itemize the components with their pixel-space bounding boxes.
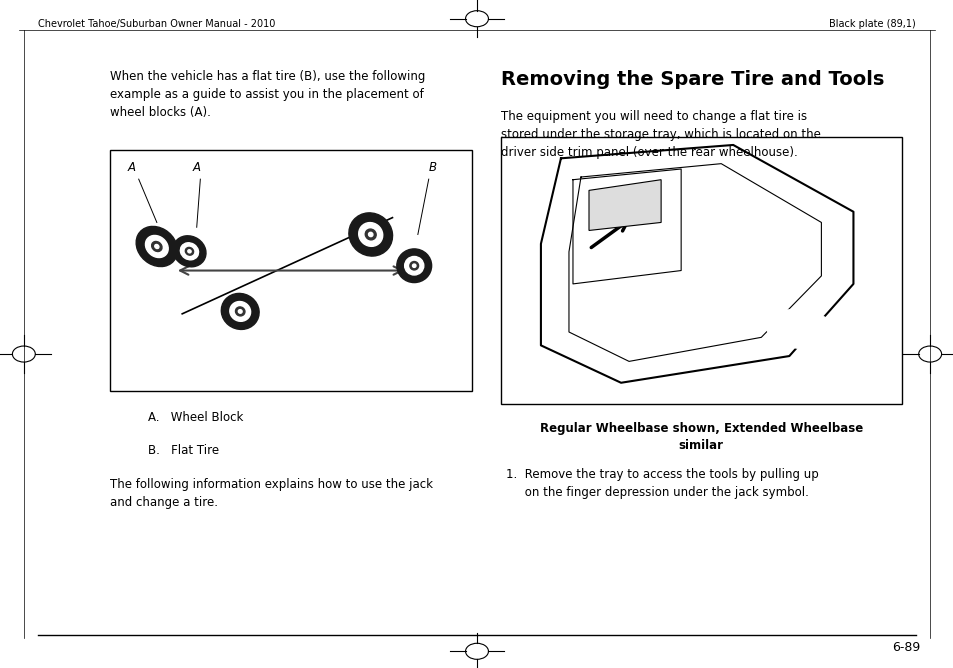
Text: The following information explains how to use the jack
and change a tire.: The following information explains how t…	[110, 478, 433, 508]
Ellipse shape	[707, 253, 789, 299]
Ellipse shape	[136, 226, 177, 267]
Ellipse shape	[154, 244, 159, 248]
Text: A: A	[193, 162, 201, 174]
Ellipse shape	[152, 241, 162, 252]
Ellipse shape	[185, 247, 193, 255]
Ellipse shape	[404, 257, 423, 275]
Ellipse shape	[230, 301, 251, 321]
Text: Black plate (89,1): Black plate (89,1)	[828, 19, 915, 29]
Text: A: A	[128, 162, 135, 174]
Ellipse shape	[694, 245, 803, 307]
Ellipse shape	[172, 236, 206, 267]
Ellipse shape	[776, 315, 825, 343]
Bar	[500, 137, 901, 404]
Ellipse shape	[396, 249, 431, 283]
Bar	[110, 150, 472, 391]
Text: B.   Flat Tire: B. Flat Tire	[148, 444, 219, 457]
Text: 6-89: 6-89	[891, 641, 920, 654]
Ellipse shape	[732, 267, 765, 285]
Text: B: B	[428, 162, 436, 174]
Text: A.   Wheel Block: A. Wheel Block	[148, 411, 243, 424]
Text: Chevrolet Tahoe/Suburban Owner Manual - 2010: Chevrolet Tahoe/Suburban Owner Manual - …	[38, 19, 275, 29]
Ellipse shape	[145, 235, 168, 258]
Ellipse shape	[410, 262, 418, 270]
Text: Removing the Spare Tire and Tools: Removing the Spare Tire and Tools	[500, 70, 883, 89]
Ellipse shape	[349, 213, 392, 256]
Ellipse shape	[221, 293, 259, 329]
Ellipse shape	[721, 261, 776, 291]
Text: Regular Wheelbase shown, Extended Wheelbase
similar: Regular Wheelbase shown, Extended Wheelb…	[539, 422, 862, 452]
Ellipse shape	[765, 309, 836, 349]
Ellipse shape	[365, 229, 375, 240]
Ellipse shape	[368, 232, 373, 236]
Polygon shape	[588, 180, 660, 230]
Ellipse shape	[188, 250, 191, 253]
Text: 1.  Remove the tray to access the tools by pulling up
     on the finger depress: 1. Remove the tray to access the tools b…	[505, 468, 818, 498]
Ellipse shape	[180, 242, 198, 260]
Ellipse shape	[784, 320, 817, 339]
Ellipse shape	[238, 310, 242, 313]
Ellipse shape	[358, 222, 382, 246]
Text: The equipment you will need to change a flat tire is
stored under the storage tr: The equipment you will need to change a …	[500, 110, 820, 159]
Ellipse shape	[235, 307, 245, 316]
Ellipse shape	[412, 264, 416, 267]
Text: When the vehicle has a flat tire (B), use the following
example as a guide to as: When the vehicle has a flat tire (B), us…	[110, 70, 425, 119]
